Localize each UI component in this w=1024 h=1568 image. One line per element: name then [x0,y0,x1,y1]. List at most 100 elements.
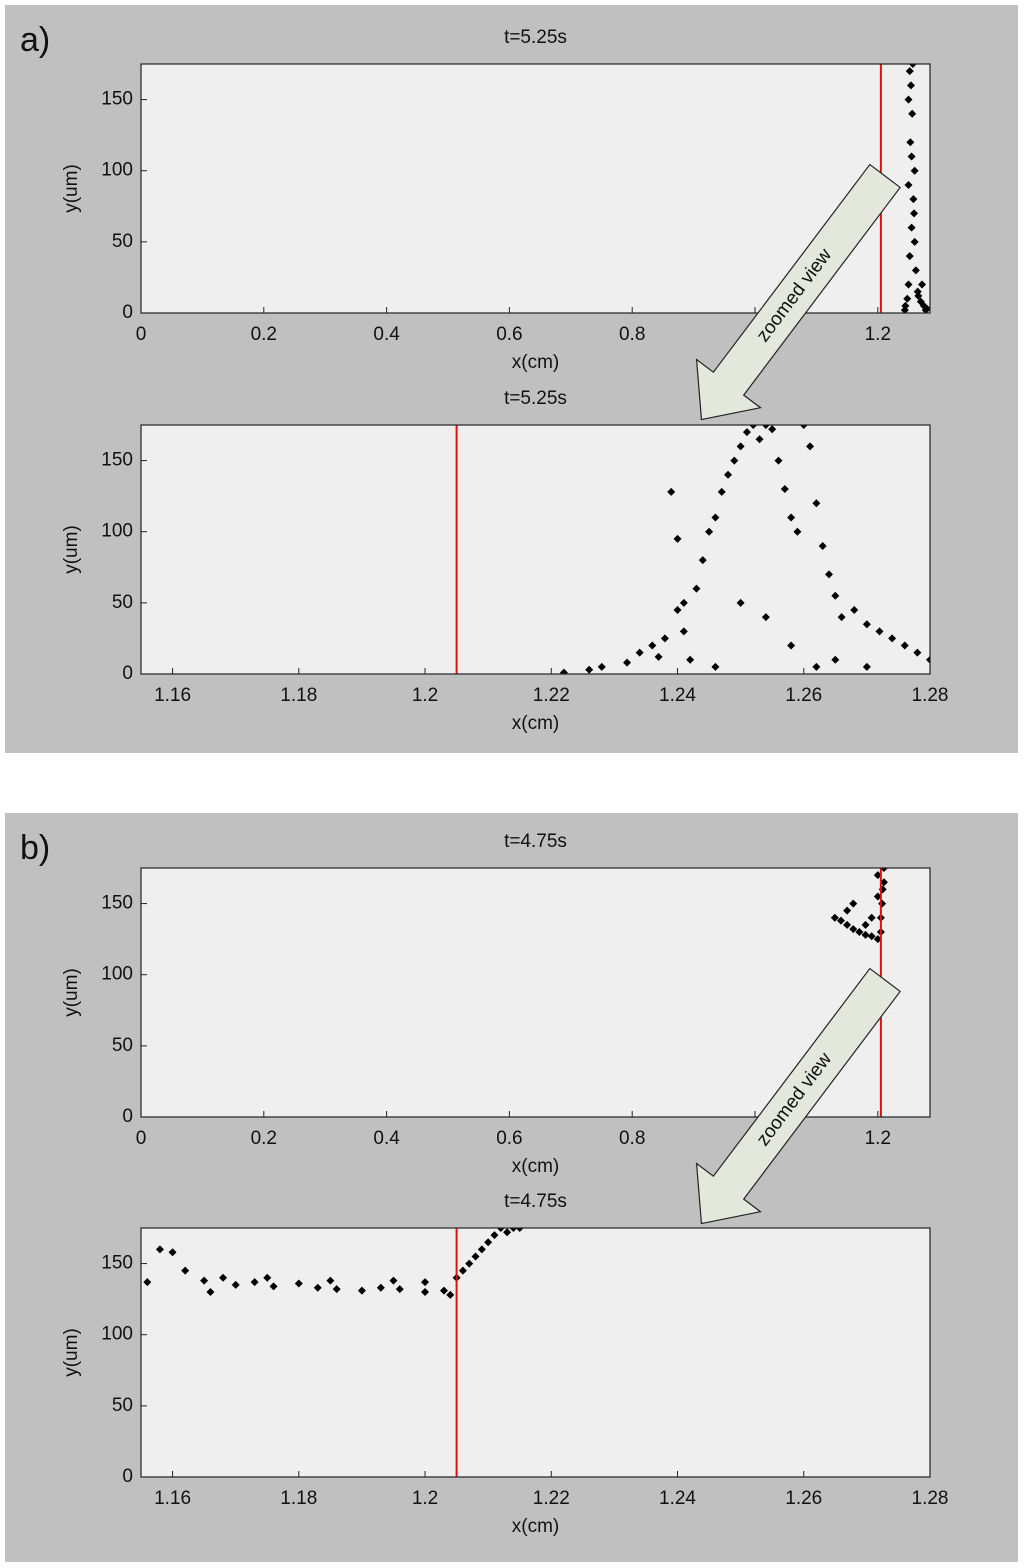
scatter-point [806,442,815,451]
scatter-point [679,627,688,636]
arrow-shape [695,967,902,1225]
y-tick-label: 150 [101,450,133,471]
scatter-point [812,662,821,671]
x-tick-label: 1.24 [659,1488,696,1509]
scatter-point [905,252,914,261]
scatter-point [711,662,720,671]
scatter-point [849,899,858,908]
y-axis-label: y(um) [61,1328,82,1377]
x-tick-label: 1.18 [280,1488,317,1509]
scatter-point [357,1286,366,1295]
chart-title: t=5.25s [504,27,567,48]
scatter-point [509,1228,518,1232]
scatter-point [873,892,882,901]
scatter-point [837,613,846,622]
scatter-point [421,1278,430,1287]
scatter-point [843,920,852,929]
x-tick-label: 1.22 [533,1488,570,1509]
scatter-point [269,1282,278,1291]
y-axis-label: y(um) [61,164,82,213]
scatter-point [818,541,827,550]
scatter-point [867,913,876,922]
scatter-point [787,641,796,650]
x-tick-label: 0.8 [619,324,645,345]
scatter-point [660,634,669,643]
scatter-point [376,1283,385,1292]
scatter-point [761,425,770,429]
y-tick-label: 100 [101,160,133,181]
y-tick-label: 50 [112,1395,133,1416]
scatter-point [446,1290,455,1299]
scatter-point [830,913,839,922]
scatter-point [711,513,720,522]
x-tick-label: 0.8 [619,1128,645,1149]
x-tick-label: 1.16 [154,1488,191,1509]
y-tick-label: 0 [122,663,133,684]
y-tick-label: 0 [122,302,133,323]
chart-title: t=4.75s [504,831,567,852]
scatter-point [673,605,682,614]
scatter-point [836,916,845,925]
plot-frame [140,1227,931,1478]
y-tick-label: 50 [112,592,133,613]
scatter-point [648,641,657,650]
scatter-point [831,655,840,664]
scatter-point [477,1245,486,1254]
scatter-point [458,1266,467,1275]
y-tick-label: 100 [101,521,133,542]
scatter-point [921,306,930,313]
arrow-shape [695,163,902,421]
scatter-point [903,294,912,303]
scatter-point [831,591,840,600]
scatter-point [873,871,882,880]
scatter-point [849,925,858,934]
scatter-point [490,1231,499,1240]
scatter-point [692,584,701,593]
scatter-point [686,655,695,664]
y-axis-label: y(um) [61,968,82,1017]
scatter-point [698,556,707,565]
scatter-point [862,620,871,629]
scatter-point [496,1228,505,1232]
scatter-point [873,935,882,944]
scatter-point [911,266,920,275]
scatter-point [861,920,870,929]
scatter-point [667,487,676,496]
scatter-point [585,665,594,674]
scatter-point [597,662,606,671]
y-tick-label: 100 [101,1324,133,1345]
scatter-point [673,534,682,543]
y-tick-label: 150 [101,89,133,110]
scatter-point [906,81,915,90]
scatter-point [862,662,871,671]
plot-content [455,425,930,674]
scatter-point [774,456,783,465]
scatter-point [905,67,914,76]
scatter-point [908,64,917,68]
x-axis-label: x(cm) [512,1156,559,1177]
scatter-point [200,1276,209,1285]
x-tick-label: 1.2 [865,1128,891,1149]
x-tick-label: 1.2 [865,324,891,345]
scatter-point [742,428,751,437]
scatter-point [812,499,821,508]
scatter-point [780,485,789,494]
scatter-point [736,598,745,607]
scatter-point [168,1248,177,1257]
scatter-point [910,209,919,218]
scatter-point [918,280,927,289]
y-tick-label: 50 [112,1035,133,1056]
x-tick-label: 1.2 [412,1488,438,1509]
scatter-point [395,1285,404,1294]
x-tick-label: 0 [136,324,147,345]
scatter-point [910,166,919,175]
scatter-point [484,1238,493,1247]
scatter-point [332,1285,341,1294]
plot-frame [140,867,931,1118]
scatter-point [389,1276,398,1285]
scatter-point [559,668,568,674]
scatter-point [910,237,919,246]
scatter-point [635,648,644,657]
